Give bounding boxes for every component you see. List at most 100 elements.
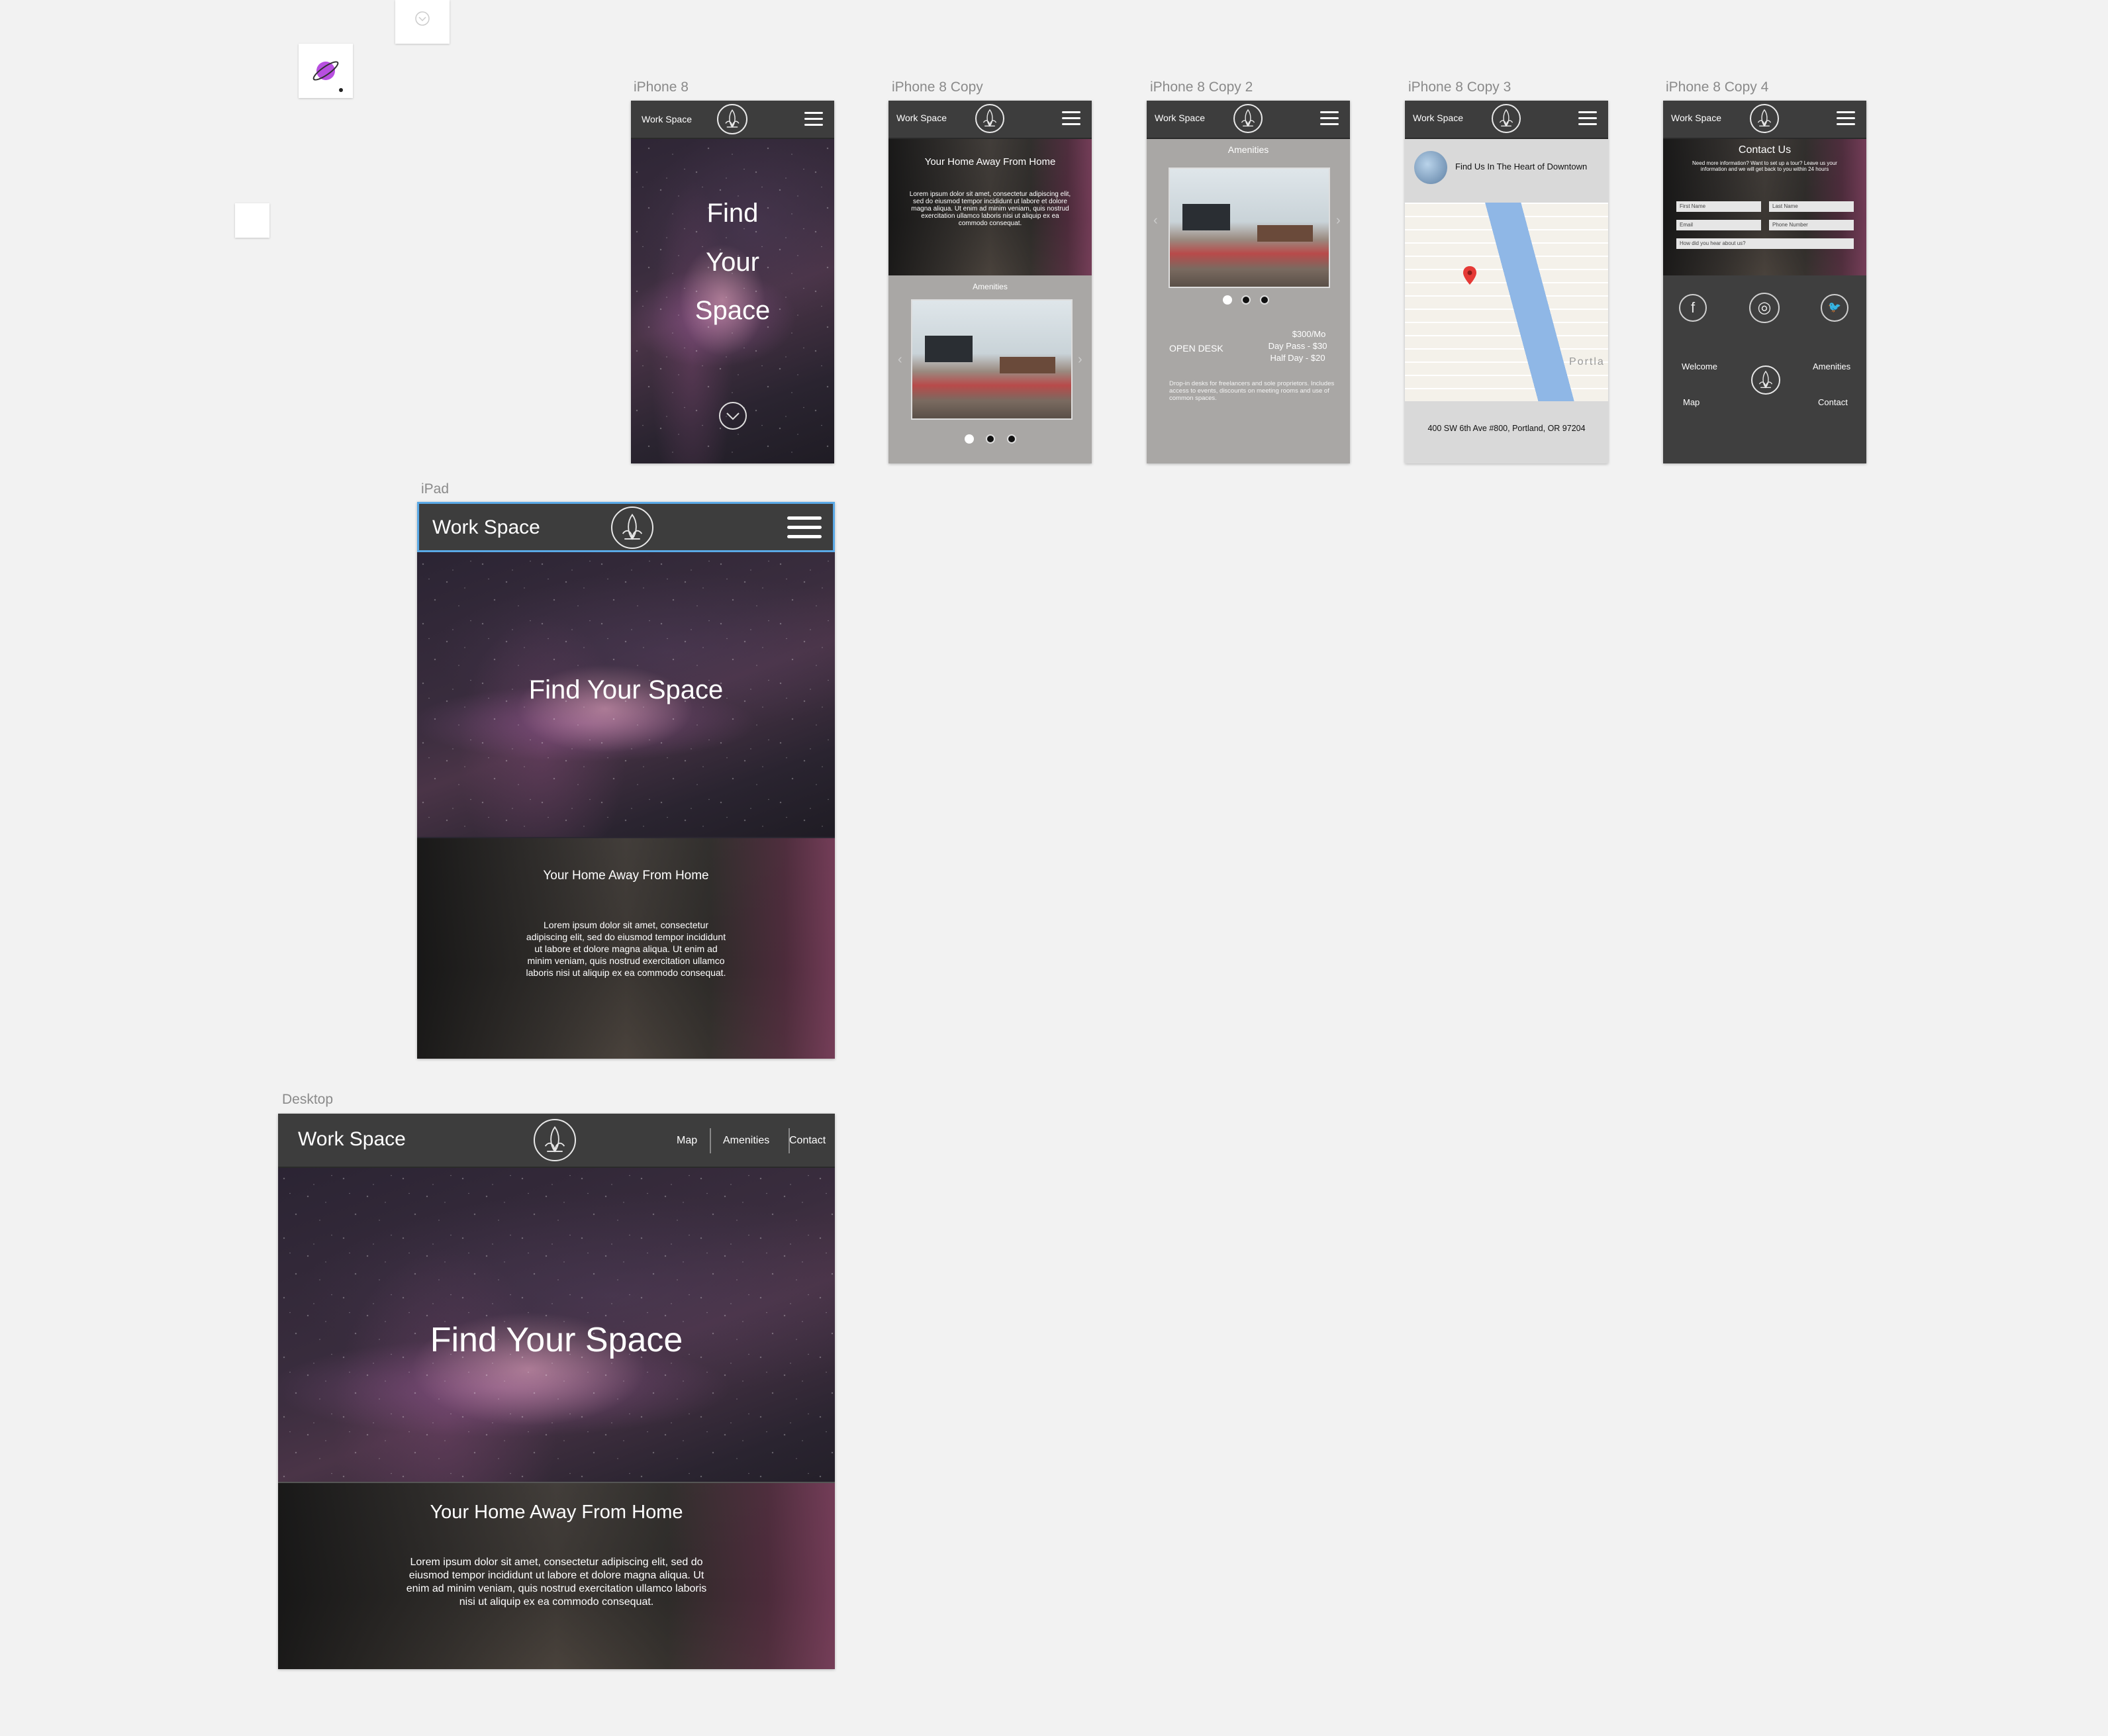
logo-icon[interactable] [1233, 104, 1263, 133]
artboard-iphone8-copy4[interactable]: Contact Us Need more information? Want t… [1663, 101, 1866, 463]
artboard-iphone8-copy3[interactable]: Work Space Find Us In The Heart of Downt… [1405, 101, 1608, 463]
first-name-field[interactable]: First Name [1676, 201, 1761, 212]
carousel-dot-2[interactable] [1241, 295, 1251, 305]
artboard-label-iphone8-copy[interactable]: iPhone 8 Copy [892, 79, 983, 95]
starfield [417, 552, 835, 837]
hero-section: Find Your Space [278, 1167, 835, 1535]
menu-icon[interactable] [1837, 111, 1855, 126]
menu-icon[interactable] [1578, 111, 1597, 126]
twitter-icon[interactable]: 🐦 [1821, 294, 1848, 322]
nav-link-map[interactable]: Map [677, 1135, 698, 1146]
plan-description: Drop-in desks for freelancers and sole p… [1169, 380, 1335, 402]
header-bar: Work Space [1405, 101, 1608, 139]
phone-field[interactable]: Phone Number [1769, 220, 1854, 230]
logo-icon[interactable] [717, 104, 747, 134]
location-map[interactable]: Portla [1405, 203, 1608, 401]
starfield [278, 1167, 835, 1535]
body-text: Lorem ipsum dolor sit amet, consectetur … [526, 920, 726, 978]
small-tool-button[interactable] [395, 0, 450, 44]
logo-icon[interactable] [1492, 104, 1521, 133]
instagram-icon[interactable]: ◎ [1749, 293, 1780, 323]
plugin-button[interactable] [299, 44, 353, 98]
carousel-dot-3[interactable] [1007, 434, 1016, 444]
brand-title[interactable]: Work Space [896, 113, 947, 123]
section-heading: Your Home Away From Home [430, 1502, 683, 1523]
brand-title[interactable]: Work Space [1413, 113, 1463, 123]
chevron-down-circle-icon[interactable] [718, 401, 748, 431]
last-name-field[interactable]: Last Name [1769, 201, 1854, 212]
carousel-prev-icon[interactable]: ‹ [898, 352, 902, 367]
map-city-label: Portla [1569, 356, 1605, 367]
carousel-prev-icon[interactable]: ‹ [1153, 213, 1158, 228]
contact-subtext: Need more information? Want to set up a … [1692, 160, 1837, 172]
email-field[interactable]: Email [1676, 220, 1761, 230]
empty-frame-swatch[interactable] [235, 203, 269, 238]
footer-link-map[interactable]: Map [1683, 397, 1700, 407]
section-heading: Your Home Away From Home [543, 869, 709, 883]
logo-icon[interactable] [611, 506, 653, 549]
footer-link-welcome[interactable]: Welcome [1682, 362, 1717, 371]
hero-title: Find Your Space [528, 675, 724, 704]
brand-title[interactable]: Work Space [432, 516, 540, 538]
logo-icon[interactable] [534, 1119, 576, 1161]
amenities-title: Amenities [973, 282, 1008, 291]
artboard-ipad[interactable]: Find Your Space Your Home Away From Home… [417, 502, 835, 1059]
brand-title[interactable]: Work Space [1671, 113, 1721, 123]
intro-section: Your Home Away From Home Lorem ipsum dol… [417, 838, 835, 1059]
nav-link-contact[interactable]: Contact [789, 1135, 826, 1146]
carousel-dot-1[interactable] [965, 434, 974, 444]
map-pin-icon[interactable] [1463, 266, 1476, 285]
contact-section: Contact Us Need more information? Want t… [1663, 138, 1866, 275]
price-day: Day Pass - $30 [1268, 341, 1327, 351]
header-bar: Work Space [1147, 101, 1350, 139]
header-bar: Work Space [888, 101, 1092, 139]
carousel-dot-1[interactable] [1223, 295, 1232, 305]
carousel-next-icon[interactable]: › [1336, 213, 1341, 228]
artboard-label-ipad[interactable]: iPad [421, 481, 450, 497]
carousel-dot-3[interactable] [1260, 295, 1269, 305]
header-bar: Work Space [631, 101, 834, 139]
carousel-dot-2[interactable] [986, 434, 995, 444]
menu-icon[interactable] [804, 112, 823, 126]
brand-title[interactable]: Work Space [298, 1128, 406, 1150]
artboard-desktop[interactable]: Find Your Space Your Home Away From Home… [278, 1114, 835, 1669]
brand-title[interactable]: Work Space [1155, 113, 1205, 123]
amenities-title: Amenities [1227, 144, 1269, 155]
footer-link-amenities[interactable]: Amenities [1813, 362, 1851, 371]
hero-line-1: Find [706, 199, 759, 228]
address-text: 400 SW 6th Ave #800, Portland, OR 97204 [1427, 424, 1586, 433]
planet-icon [312, 61, 343, 92]
artboard-label-desktop[interactable]: Desktop [282, 1092, 334, 1107]
intro-section: Your Home Away From Home Lorem ipsum dol… [278, 1482, 835, 1669]
artboard-label-iphone8[interactable]: iPhone 8 [634, 79, 689, 95]
hero-line-2: Your [706, 248, 759, 277]
nav-link-amenities[interactable]: Amenities [723, 1135, 770, 1146]
header-bar: Work Space [1663, 101, 1866, 139]
menu-icon[interactable] [1320, 111, 1339, 126]
carousel-next-icon[interactable]: › [1078, 352, 1082, 367]
artboard-label-iphone8-copy2[interactable]: iPhone 8 Copy 2 [1150, 79, 1253, 95]
how-heard-field[interactable]: How did you hear about us? [1676, 238, 1854, 249]
plan-name: OPEN DESK [1169, 343, 1223, 354]
artboard-iphone8-copy2[interactable]: Work Space Amenities ‹ › OPEN DESK $300/… [1147, 101, 1350, 463]
facebook-icon[interactable]: f [1679, 294, 1707, 322]
chevron-down-circle-icon [415, 11, 430, 26]
menu-icon[interactable] [1062, 111, 1080, 126]
artboard-label-iphone8-copy3[interactable]: iPhone 8 Copy 3 [1408, 79, 1511, 95]
logo-icon[interactable] [1750, 104, 1779, 133]
intro-section: Your Home Away From Home Lorem ipsum dol… [888, 138, 1092, 275]
hero-section: Find Your Space [417, 552, 835, 837]
footer-logo-icon[interactable] [1751, 365, 1780, 395]
artboard-iphone8-copy[interactable]: Your Home Away From Home Lorem ipsum dol… [888, 101, 1092, 463]
artboard-label-iphone8-copy4[interactable]: iPhone 8 Copy 4 [1666, 79, 1769, 95]
header-bar: Work Space Map Amenities Contact [278, 1114, 835, 1168]
brand-title[interactable]: Work Space [642, 114, 692, 124]
hero-line-3: Space [695, 296, 771, 325]
footer-link-contact[interactable]: Contact [1818, 397, 1848, 407]
menu-icon[interactable] [787, 516, 822, 539]
amenity-photo [911, 299, 1073, 420]
logo-icon[interactable] [975, 104, 1004, 133]
nav-divider [710, 1128, 711, 1153]
hero-title: Find Your Space [430, 1321, 683, 1359]
artboard-iphone8[interactable]: Work Space Find Your Space [631, 101, 834, 463]
